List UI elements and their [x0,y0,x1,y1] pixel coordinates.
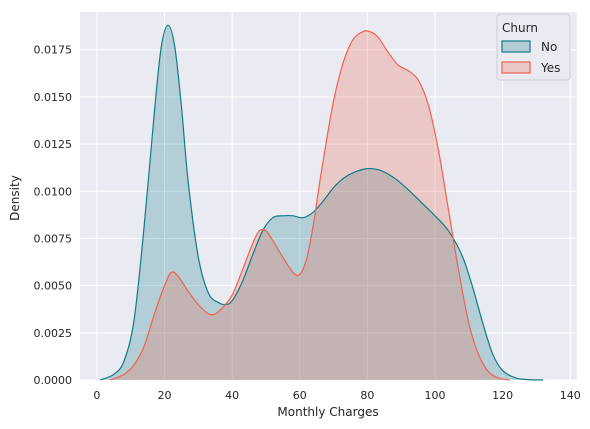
x-tick-label: 20 [158,389,172,402]
legend-title: Churn [502,21,538,35]
x-axis-label: Monthly Charges [277,405,378,419]
x-tick-label: 140 [560,389,581,402]
x-tick-label: 120 [492,389,513,402]
series-line-yes [110,30,510,381]
x-tick-label: 80 [360,389,374,402]
y-tick-label: 0.0050 [34,280,73,293]
series-fill-yes [110,30,510,381]
legend-label-no: No [541,40,557,54]
y-tick-label: 0.0075 [34,232,73,245]
legend-swatch-no [501,40,531,53]
x-axis-ticks: 0 20 40 60 80 100 120 140 [93,389,580,402]
y-axis-label: Density [8,175,22,221]
plot-background [80,12,577,380]
series-layer [100,24,544,381]
legend-swatch-yes [501,61,531,74]
y-tick-label: 0.0025 [34,327,73,340]
y-axis-ticks: 0.0000 0.0025 0.0050 0.0075 0.0100 0.0125 0.01… [34,44,73,387]
x-tick-label: 60 [293,389,307,402]
x-tick-label: 100 [425,389,446,402]
x-tick-label: 0 [93,389,100,402]
legend-box [496,13,571,81]
y-tick-label: 0.0175 [34,44,73,57]
series-line-no [100,24,544,381]
y-tick-label: 0.0125 [34,138,73,151]
x-tick-label: 40 [225,389,239,402]
y-tick-label: 0.0150 [34,91,73,104]
y-tick-label: 0.0100 [34,185,73,198]
legend-label-yes: Yes [540,61,560,75]
legend: Churn No Yes [496,13,571,81]
y-tick-label: 0.0000 [34,374,73,387]
series-fill-no [100,25,544,380]
